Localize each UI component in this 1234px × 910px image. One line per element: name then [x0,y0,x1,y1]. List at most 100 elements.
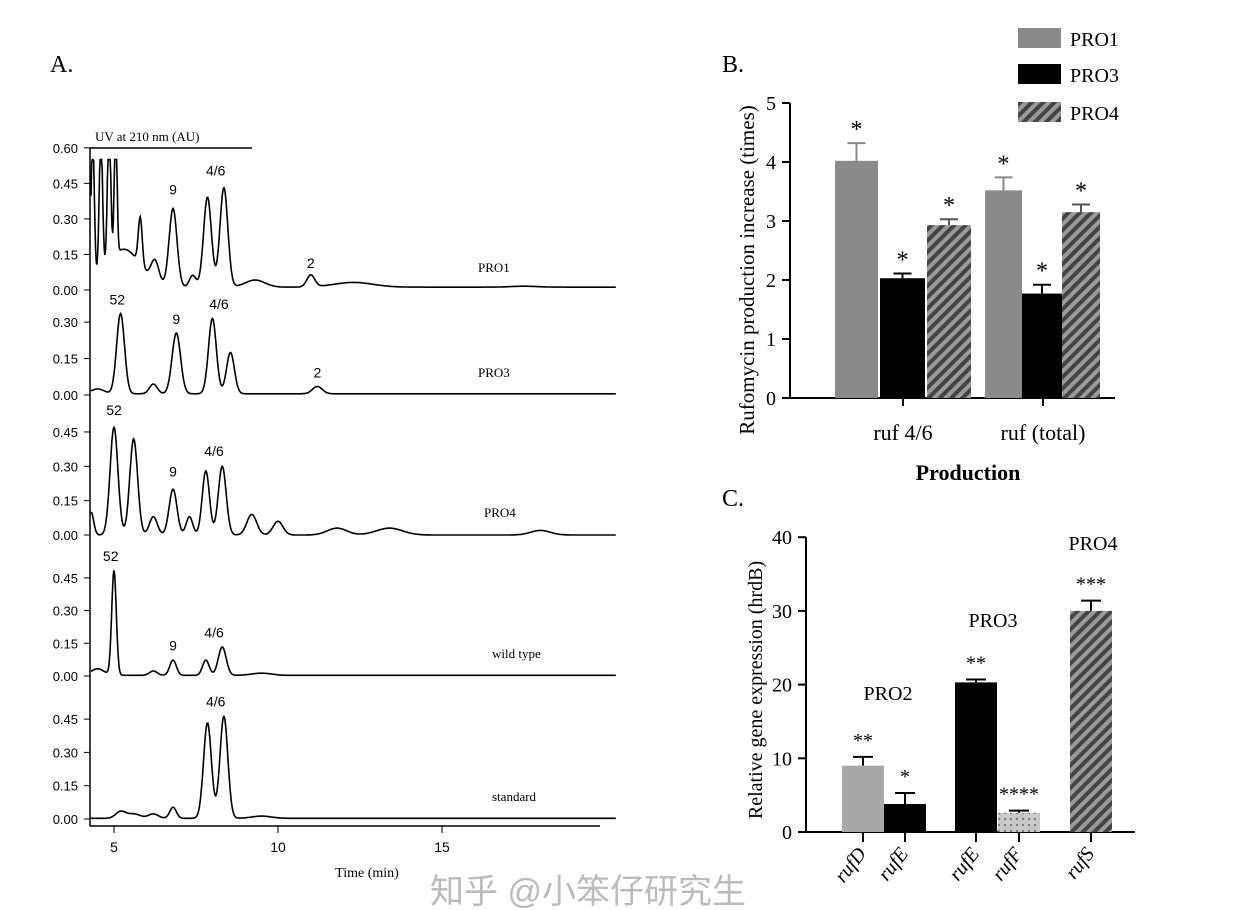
x-tick-label: rufE [945,844,984,886]
significance-marker: * [1036,259,1048,285]
peak-label: 52 [109,291,125,307]
y-tick-label: 0.00 [53,283,78,298]
peak-label: 9 [169,464,177,480]
y-tick-label: 0.15 [53,779,78,794]
bar-rufd [842,765,884,832]
x-tick-label: 5 [110,839,118,855]
chromatogram-trace [90,570,616,677]
y-tick-label: 0.30 [53,212,78,227]
watermark: 知乎 @小笨仔研究生 [430,873,746,910]
trace-name: PRO4 [484,505,516,520]
bar-pro3 [1022,293,1062,398]
y-tick-label: 0.30 [53,604,78,619]
y-tick-label: 4 [766,152,776,174]
y-axis-title: Rufomycin production increase (times) [735,105,759,435]
peak-label: 52 [103,548,119,564]
significance-marker: * [998,151,1010,177]
bar-rufs [1070,610,1112,832]
x-tick-label: 15 [434,839,450,855]
trace-name: PRO1 [478,260,510,275]
y-tick-label: 0 [766,388,776,410]
peak-label: 4/6 [204,624,224,640]
y-tick-label: 0.60 [53,141,78,156]
significance-marker: * [900,766,910,788]
y-tick-label: 3 [766,211,776,233]
y-tick-label: 0.00 [53,669,78,684]
bar-pro4 [927,225,971,398]
panel-a-label: A. [50,52,73,78]
y-tick-label: 0.15 [53,247,78,262]
peak-label: 4/6 [209,296,229,312]
y-tick-label: 0.00 [53,388,78,403]
significance-marker: **** [999,784,1039,806]
y-axis-title: UV at 210 nm (AU) [95,129,199,144]
trace-name: wild type [492,646,541,661]
y-tick-label: 0.00 [53,528,78,543]
y-tick-label: 20 [772,675,792,697]
y-tick-label: 0.45 [53,712,78,727]
peak-label: 2 [307,255,315,271]
chromatogram-trace [90,312,616,395]
significance-marker: ** [966,652,986,674]
panel-b-label: B. [722,52,744,78]
y-tick-label: 0 [782,822,792,844]
group-label: PRO4 [1069,533,1118,555]
significance-marker: * [851,117,863,143]
bar-rufe [884,803,926,832]
x-axis-title: Production [916,460,1021,485]
y-tick-label: 0.00 [53,812,78,827]
peak-label: 4/6 [206,162,226,178]
significance-marker: * [1075,178,1087,204]
y-axis-title: Relative gene expression (hrdB) [745,561,767,819]
legend-label: PRO1 [1070,29,1119,51]
y-tick-label: 0.45 [53,176,78,191]
x-tick-label: ruf (total) [1001,420,1086,445]
peak-label: 9 [169,181,177,197]
y-tick-label: 10 [772,748,792,770]
y-tick-label: 0.30 [53,745,78,760]
trace-name: PRO3 [478,365,510,380]
bar-pro3 [880,278,925,398]
bar-pro1 [985,190,1022,398]
legend-swatch [1018,28,1061,48]
legend-swatch [1018,102,1061,122]
y-tick-label: 5 [766,93,776,115]
x-axis-title: Time (min) [335,866,399,881]
chromatogram-panel: UV at 210 nm (AU) 5 10 15 Time (min) 0.60 0.45… [53,129,616,881]
bar-pro1 [835,160,878,398]
y-tick-label: 1 [766,329,776,351]
y-tick-label: 0.15 [53,494,78,509]
y-tick-label: 0.45 [53,571,78,586]
trace-name: standard [492,789,537,804]
chromatogram-trace [91,715,616,820]
significance-marker: *** [1076,574,1106,596]
y-tick-label: 2 [766,270,776,292]
bar-rufe [955,682,997,832]
significance-marker: * [897,248,909,274]
bar-ruff [998,812,1040,832]
x-tick-label: rufS [1061,844,1099,884]
peak-label: 52 [106,402,122,418]
chromatogram-trace [90,425,616,536]
y-tick-label: 0.15 [53,352,78,367]
legend-swatch [1018,64,1061,84]
chromatogram-trace [90,158,616,288]
peak-label: 4/6 [206,694,226,710]
x-tick-label: 10 [270,839,286,855]
peak-label: 2 [313,364,321,380]
x-tick-label: rufD [830,843,871,887]
legend-label: PRO3 [1070,65,1119,87]
y-tick-label: 0.30 [53,459,78,474]
panel-c-label: C. [722,486,744,512]
y-tick-label: 0.15 [53,636,78,651]
production-bar-chart: 0 1 2 3 4 5 Rufomycin production increase (tim… [735,28,1119,485]
y-tick-label: 30 [772,601,792,623]
x-tick-label: rufE [874,844,913,886]
x-tick-label: ruf 4/6 [873,420,932,445]
bar-pro4 [1062,212,1100,398]
legend-label: PRO4 [1070,103,1119,125]
y-tick-label: 0.45 [53,425,78,440]
y-tick-label: 0.30 [53,315,78,330]
